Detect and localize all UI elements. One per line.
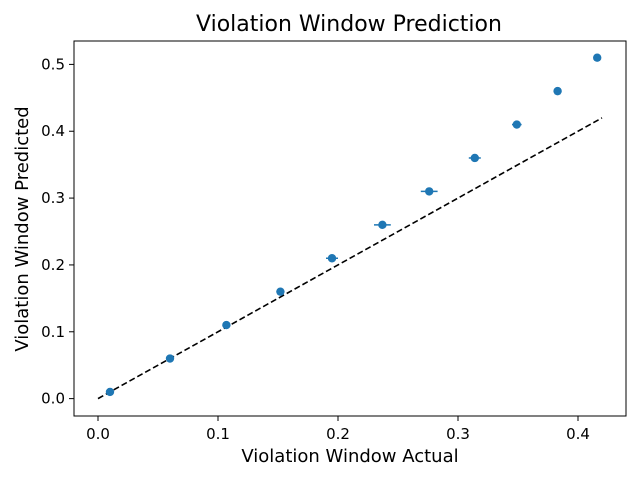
x-tick-label: 0.0 xyxy=(86,425,110,443)
y-tick-label: 0.5 xyxy=(41,55,65,73)
data-point xyxy=(512,120,521,129)
data-point xyxy=(378,220,387,230)
y-axis-label: Violation Window Predicted xyxy=(12,106,33,351)
plot-frame xyxy=(73,40,627,417)
data-point xyxy=(593,53,602,62)
x-tick-label: 0.4 xyxy=(566,425,590,443)
y-tick-label: 0.1 xyxy=(41,323,65,341)
x-axis-label: Violation Window Actual xyxy=(241,446,458,467)
data-point xyxy=(327,254,337,263)
data-point xyxy=(222,320,231,330)
chart-title: Violation Window Prediction xyxy=(196,12,502,37)
data-point xyxy=(470,153,479,163)
y-tick-label: 0.0 xyxy=(41,390,65,408)
x-tick-label: 0.2 xyxy=(326,425,350,443)
y-tick-label: 0.2 xyxy=(41,256,65,274)
y-tick-label: 0.3 xyxy=(41,189,65,207)
reference-line xyxy=(97,117,603,400)
x-tick-label: 0.3 xyxy=(446,425,470,443)
data-point xyxy=(553,86,562,96)
x-tick-label: 0.1 xyxy=(206,425,230,443)
y-axis: 0.0 0.1 0.2 0.3 0.4 0.5 xyxy=(41,55,74,408)
x-axis: 0.0 0.1 0.2 0.3 0.4 xyxy=(86,416,590,443)
data-point xyxy=(105,387,115,397)
y-tick-label: 0.4 xyxy=(41,122,65,140)
data-point xyxy=(425,187,434,196)
plot-area xyxy=(97,53,603,400)
data-point xyxy=(276,287,285,296)
data-point xyxy=(165,354,175,363)
